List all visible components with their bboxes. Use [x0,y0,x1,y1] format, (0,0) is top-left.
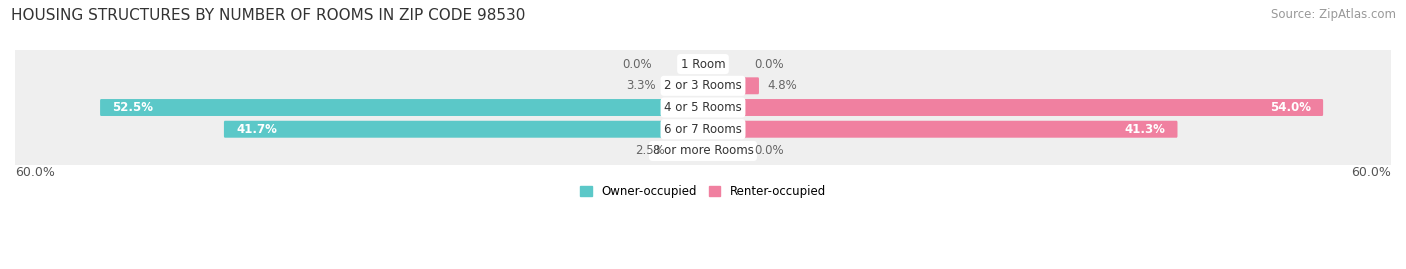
FancyBboxPatch shape [100,99,704,116]
FancyBboxPatch shape [6,112,1400,146]
FancyBboxPatch shape [673,143,704,160]
Legend: Owner-occupied, Renter-occupied: Owner-occupied, Renter-occupied [575,180,831,203]
FancyBboxPatch shape [702,77,759,94]
Text: 8 or more Rooms: 8 or more Rooms [652,144,754,157]
Text: 60.0%: 60.0% [1351,166,1391,179]
Text: 2 or 3 Rooms: 2 or 3 Rooms [664,79,742,92]
Text: 2.5%: 2.5% [636,144,665,157]
Text: 60.0%: 60.0% [15,166,55,179]
FancyBboxPatch shape [6,69,1400,103]
FancyBboxPatch shape [664,77,704,94]
FancyBboxPatch shape [702,99,1323,116]
Text: 4 or 5 Rooms: 4 or 5 Rooms [664,101,742,114]
Text: HOUSING STRUCTURES BY NUMBER OF ROOMS IN ZIP CODE 98530: HOUSING STRUCTURES BY NUMBER OF ROOMS IN… [11,8,526,23]
FancyBboxPatch shape [6,134,1400,168]
FancyBboxPatch shape [224,121,704,138]
Text: 52.5%: 52.5% [112,101,153,114]
Text: 41.3%: 41.3% [1125,123,1166,136]
Text: 3.3%: 3.3% [626,79,657,92]
FancyBboxPatch shape [6,90,1400,125]
FancyBboxPatch shape [702,121,1177,138]
Text: 6 or 7 Rooms: 6 or 7 Rooms [664,123,742,136]
Text: Source: ZipAtlas.com: Source: ZipAtlas.com [1271,8,1396,21]
Text: 0.0%: 0.0% [755,58,785,70]
Text: 4.8%: 4.8% [768,79,797,92]
FancyBboxPatch shape [6,47,1400,81]
Text: 41.7%: 41.7% [236,123,277,136]
Text: 0.0%: 0.0% [755,144,785,157]
Text: 0.0%: 0.0% [621,58,651,70]
Text: 1 Room: 1 Room [681,58,725,70]
Text: 54.0%: 54.0% [1270,101,1310,114]
